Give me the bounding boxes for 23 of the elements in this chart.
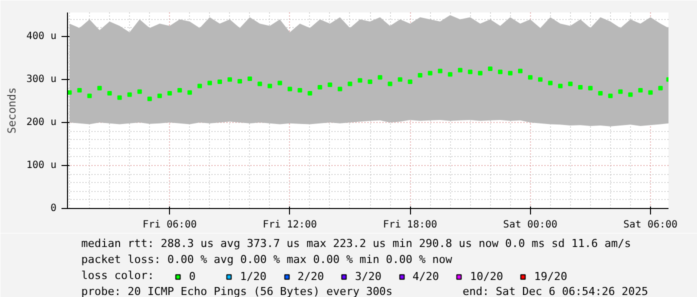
text: median rtt: 288.3 us avg 373.7 us max 223.2 us min 290.8 us now 0.0 ms sd 11.6 am/s — [81, 237, 631, 250]
y-tick-label: 400 u — [26, 31, 57, 42]
y-tick-label: 0 — [50, 203, 57, 214]
legend-label: 19/20 — [534, 269, 568, 283]
x-tick-label: Fri 06:00 — [142, 220, 197, 230]
x-tick-label: Sat 06:00 — [623, 220, 678, 230]
legend-label: 4/20 — [412, 269, 439, 283]
legend-label: 3/20 — [355, 269, 382, 283]
x-tick-label: Fri 12:00 — [262, 220, 317, 230]
legend-label: 10/20 — [470, 269, 504, 283]
legend-label: 0 — [189, 269, 197, 283]
legend-label: 1/20 — [240, 269, 266, 283]
legend-label: 2/20 — [298, 269, 324, 283]
y-tick-label: 200 u — [26, 117, 57, 128]
legend-title: loss color: — [81, 269, 154, 282]
text: packet loss: 0.00 % avg 0.00 % max 0.00 % min 0.00 % now — [81, 253, 453, 266]
y-tick-label: 300 u — [26, 74, 57, 86]
text: probe: 20 ICMP Echo Pings (56 Bytes) every 300s — [81, 285, 393, 297]
text: end: Sat Dec 6 06:54:26 2025 — [462, 285, 648, 297]
x-tick-label: Fri 18:00 — [382, 220, 438, 230]
y-axis-title: Seconds — [5, 87, 18, 134]
y-tick-label: 100 u — [26, 160, 57, 172]
x-tick-label: Sat 00:00 — [503, 220, 558, 230]
